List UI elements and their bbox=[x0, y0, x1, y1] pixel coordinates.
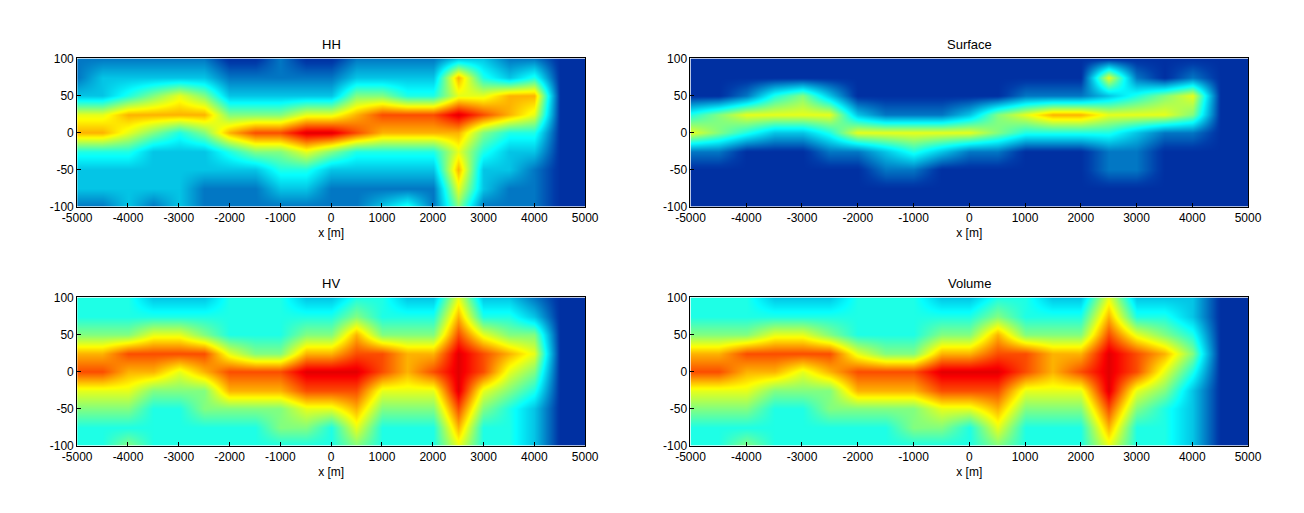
svg-text:1000: 1000 bbox=[369, 211, 396, 225]
svg-text:-2000: -2000 bbox=[214, 450, 245, 464]
svg-text:-100: -100 bbox=[50, 200, 74, 214]
svg-text:-1000: -1000 bbox=[898, 450, 929, 464]
svg-text:4000: 4000 bbox=[1179, 450, 1206, 464]
svg-text:5000: 5000 bbox=[1235, 450, 1262, 464]
svg-text:-4000: -4000 bbox=[731, 211, 762, 225]
svg-text:Surface: Surface bbox=[947, 37, 992, 52]
svg-text:1000: 1000 bbox=[1012, 450, 1039, 464]
svg-text:3000: 3000 bbox=[470, 211, 497, 225]
svg-text:0: 0 bbox=[966, 211, 973, 225]
svg-text:5000: 5000 bbox=[572, 211, 599, 225]
svg-text:0: 0 bbox=[67, 365, 74, 379]
svg-text:4000: 4000 bbox=[521, 450, 548, 464]
svg-text:50: 50 bbox=[60, 89, 74, 103]
svg-text:-5000: -5000 bbox=[62, 211, 93, 225]
svg-text:-2000: -2000 bbox=[214, 211, 245, 225]
svg-text:100: 100 bbox=[667, 291, 687, 305]
svg-text:HV: HV bbox=[322, 276, 340, 291]
svg-text:-100: -100 bbox=[663, 200, 687, 214]
svg-text:0: 0 bbox=[67, 126, 74, 140]
svg-text:4000: 4000 bbox=[521, 211, 548, 225]
svg-text:-2000: -2000 bbox=[842, 211, 873, 225]
svg-text:5000: 5000 bbox=[572, 450, 599, 464]
svg-text:-5000: -5000 bbox=[675, 450, 706, 464]
svg-text:4000: 4000 bbox=[1179, 211, 1206, 225]
svg-text:2000: 2000 bbox=[419, 211, 446, 225]
svg-text:x [m]: x [m] bbox=[956, 465, 982, 479]
svg-text:-4000: -4000 bbox=[113, 211, 144, 225]
svg-text:-100: -100 bbox=[663, 439, 687, 453]
svg-text:-4000: -4000 bbox=[731, 450, 762, 464]
svg-text:50: 50 bbox=[674, 89, 688, 103]
svg-text:-4000: -4000 bbox=[113, 450, 144, 464]
svg-text:-3000: -3000 bbox=[163, 450, 194, 464]
svg-text:x [m]: x [m] bbox=[318, 226, 344, 240]
svg-text:-1000: -1000 bbox=[898, 211, 929, 225]
svg-text:x [m]: x [m] bbox=[318, 465, 344, 479]
svg-text:3000: 3000 bbox=[1123, 211, 1150, 225]
svg-text:1000: 1000 bbox=[1012, 211, 1039, 225]
svg-text:2000: 2000 bbox=[419, 450, 446, 464]
svg-text:0: 0 bbox=[966, 450, 973, 464]
svg-text:0: 0 bbox=[328, 211, 335, 225]
svg-text:-50: -50 bbox=[670, 402, 688, 416]
svg-text:-3000: -3000 bbox=[163, 211, 194, 225]
svg-text:-1000: -1000 bbox=[265, 450, 296, 464]
svg-text:-50: -50 bbox=[56, 402, 74, 416]
svg-text:-2000: -2000 bbox=[842, 450, 873, 464]
svg-text:2000: 2000 bbox=[1067, 450, 1094, 464]
svg-text:0: 0 bbox=[680, 365, 687, 379]
svg-text:3000: 3000 bbox=[1123, 450, 1150, 464]
svg-text:0: 0 bbox=[328, 450, 335, 464]
svg-text:5000: 5000 bbox=[1235, 211, 1262, 225]
svg-text:1000: 1000 bbox=[369, 450, 396, 464]
svg-text:-50: -50 bbox=[670, 163, 688, 177]
svg-text:-3000: -3000 bbox=[787, 211, 818, 225]
svg-text:100: 100 bbox=[54, 52, 74, 66]
svg-text:0: 0 bbox=[680, 126, 687, 140]
svg-text:100: 100 bbox=[667, 52, 687, 66]
svg-text:2000: 2000 bbox=[1067, 211, 1094, 225]
svg-text:50: 50 bbox=[674, 328, 688, 342]
svg-text:-5000: -5000 bbox=[62, 450, 93, 464]
svg-text:x [m]: x [m] bbox=[956, 226, 982, 240]
svg-text:3000: 3000 bbox=[470, 450, 497, 464]
svg-text:Volume: Volume bbox=[948, 276, 991, 291]
svg-text:-100: -100 bbox=[50, 439, 74, 453]
svg-text:-3000: -3000 bbox=[787, 450, 818, 464]
svg-text:HH: HH bbox=[322, 37, 341, 52]
svg-text:-50: -50 bbox=[56, 163, 74, 177]
svg-text:50: 50 bbox=[60, 328, 74, 342]
svg-text:100: 100 bbox=[54, 291, 74, 305]
svg-text:-1000: -1000 bbox=[265, 211, 296, 225]
svg-text:-5000: -5000 bbox=[675, 211, 706, 225]
